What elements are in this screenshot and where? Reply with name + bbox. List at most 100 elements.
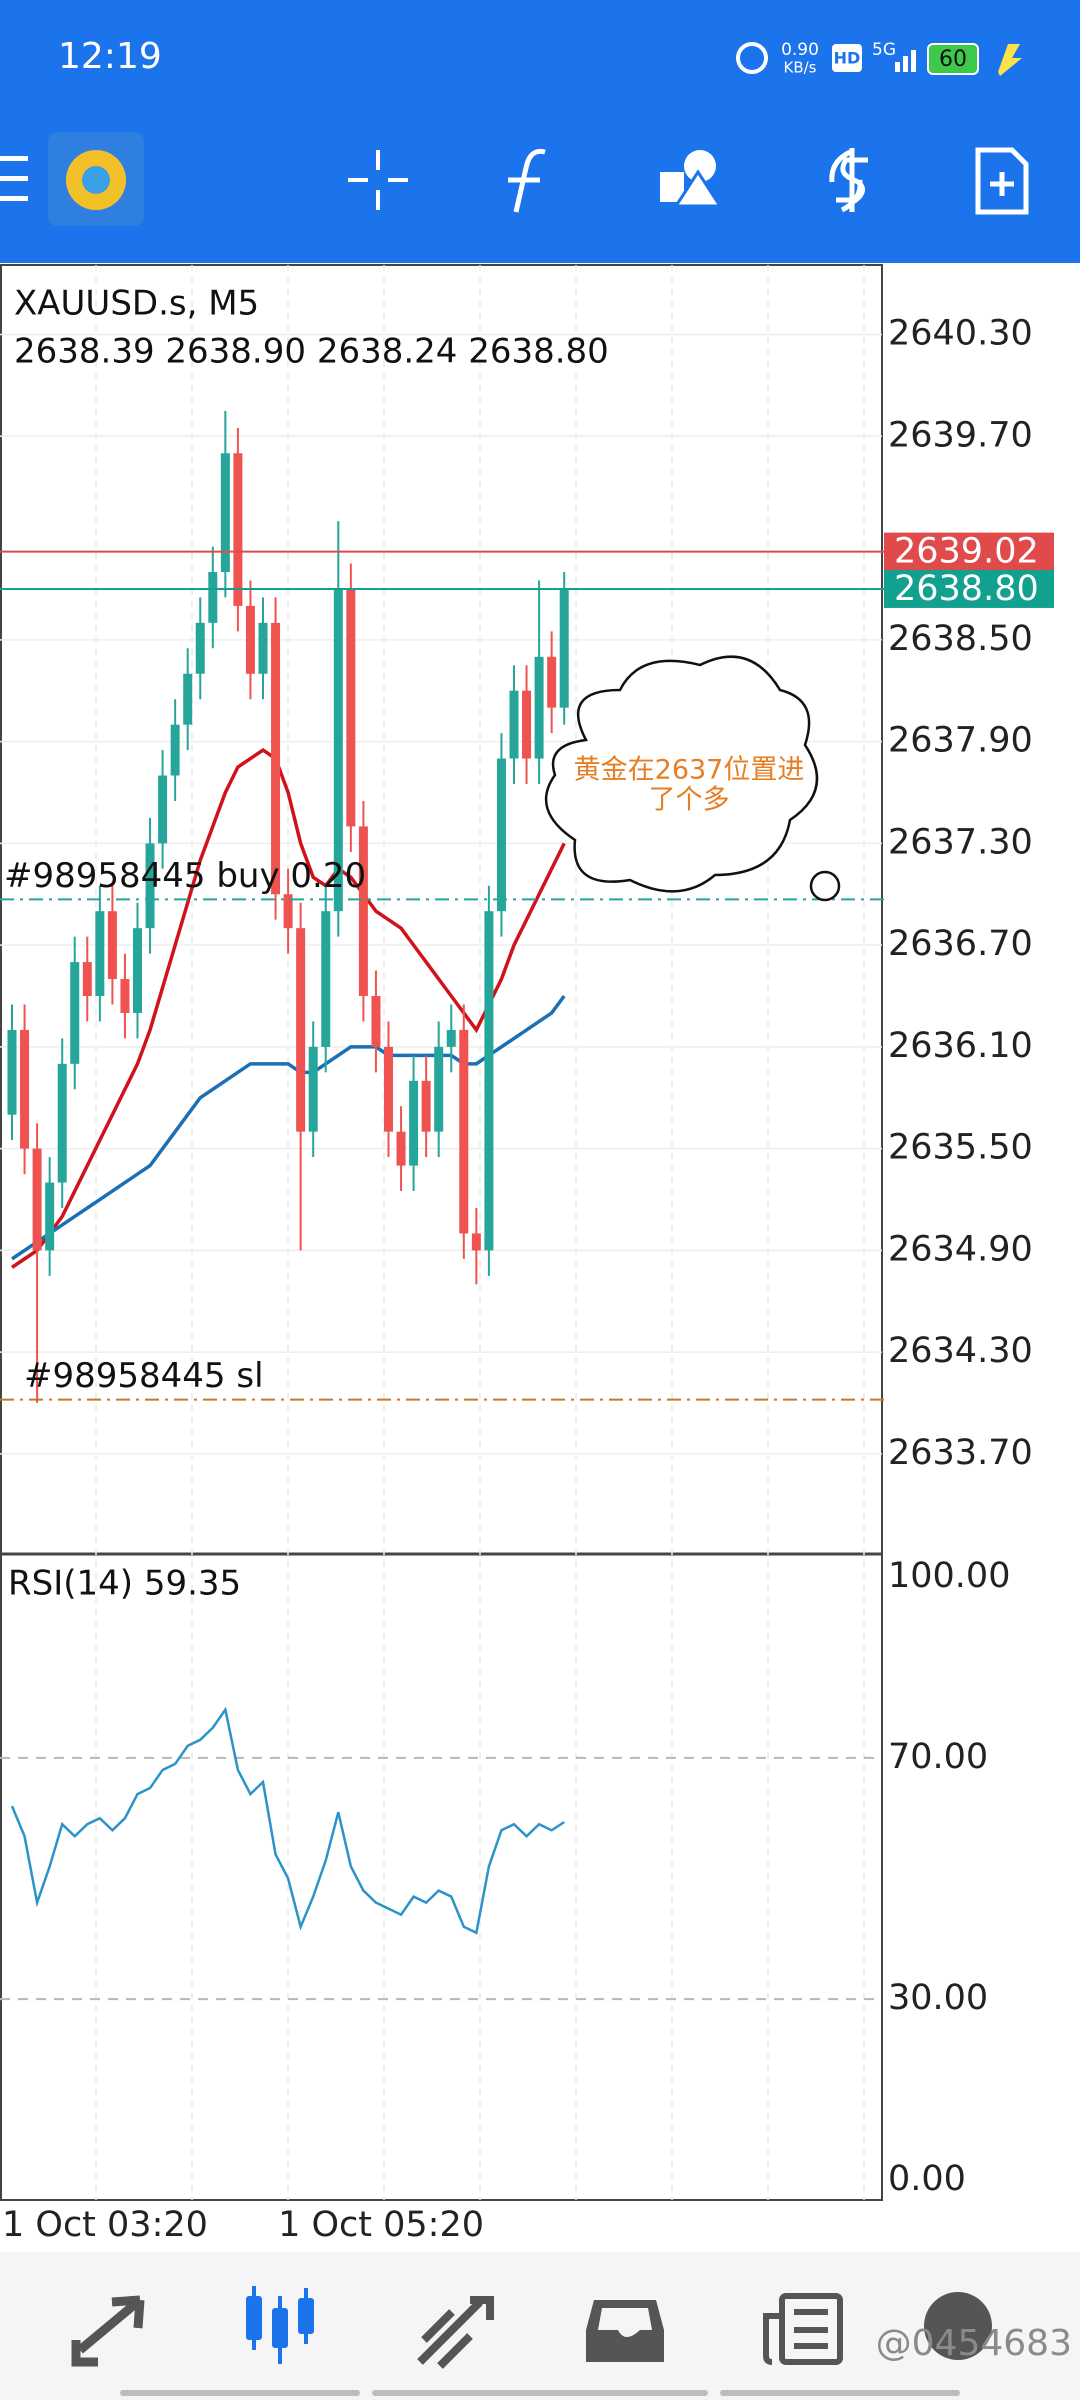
indicator-title: RSI(14) 59.35 [8,1564,241,1604]
hd-text: HD [834,49,861,68]
nav-indicator [120,2390,360,2396]
candle-body [371,995,381,1047]
candle-body [496,758,506,912]
signal-bar [903,56,908,72]
candle-body [57,1063,67,1183]
y-tick-label: 2636.10 [888,1026,1033,1066]
candle-body [547,656,557,708]
menu-button[interactable] [0,156,28,201]
icon-shape [660,172,684,202]
signal-bar [911,50,916,72]
y-tick-label: 0.00 [888,2159,966,2199]
candle-body [107,911,117,980]
chart-tab[interactable] [246,2286,314,2364]
icon-shape [598,2308,652,2337]
icon-line [71,2340,98,2367]
network-type: 5G [872,40,896,60]
candle-body [333,588,343,912]
indicators-button[interactable] [508,148,546,213]
icon-shape [975,147,1029,215]
chart-area: 2640.30 2639.70 2638.50 2637.90 2637.30 2636.… [0,264,1054,2245]
crosshair-button[interactable] [348,150,408,210]
candle-body [308,1046,318,1132]
toolbar [0,132,1029,226]
candle-body [45,1182,55,1251]
battery [927,43,979,75]
icon-line [417,2296,494,2365]
candle-body [409,1080,419,1166]
annotation-line: 了个多 [649,785,730,816]
candle-body [245,605,255,674]
candle-body [396,1131,406,1166]
order-label: #98958445 buy 0.20 [4,856,366,896]
candle-body [220,453,230,572]
history-tab[interactable] [586,2300,664,2362]
alarm-icon [736,42,768,74]
candle-body [120,979,130,1013]
status-icons: 0.90 KB/s HD 5G 60 [736,40,1022,77]
candle-body [434,1046,444,1132]
y-tick-label: 2638.50 [888,619,1033,659]
price-badge [884,569,1054,608]
candle-body [195,622,205,674]
logo-mark [82,166,110,194]
nav-indicator [720,2390,960,2396]
moving-average [11,994,566,1261]
y-tick-label: 2633.70 [888,1433,1033,1473]
quotes-tab[interactable] [71,2295,145,2367]
candle-body [559,588,569,708]
y-tick-label: 2640.30 [888,314,1033,354]
order-label: #98958445 sl [24,1356,264,1396]
y-tick-label: 2639.70 [888,415,1033,455]
icon-shape [673,169,723,208]
price-badge-label: 2638.80 [894,569,1039,609]
icon-shape [684,150,716,182]
candle-body [471,1233,481,1251]
y-tick-label: 2636.70 [888,924,1033,964]
icon-line [77,2295,145,2354]
candle-body [484,911,494,1251]
candle-body [346,588,356,827]
candle-body [283,894,293,929]
y-tick-label: 100.00 [888,1556,1010,1596]
candle-body [208,571,218,623]
nav-indicator [372,2390,708,2396]
trade-button[interactable] [829,148,868,213]
net-speed: 0.90 [781,40,819,60]
moving-average [11,747,566,1269]
app-bar [0,0,1080,263]
cloud [544,655,819,893]
candle-body [233,453,243,606]
messages-tab[interactable] [924,2292,992,2360]
new-order-button[interactable] [975,147,1029,215]
objects-button[interactable] [660,150,723,208]
candle-body [145,843,155,929]
annotation: 黄金在2637位置进 了个多 [544,655,841,902]
candle-body [509,690,519,759]
candle-body [170,724,180,776]
icon-line [763,2309,828,2365]
menu-line [0,156,28,161]
candle-body [70,962,80,1064]
candle-body [133,928,142,1013]
icon-line [836,148,868,212]
clock: 12:19 [58,36,162,77]
y-tick-label: 2635.50 [888,1128,1033,1168]
price-badge [884,532,1054,571]
candle-body [7,1029,17,1115]
chart-subtitle: 2638.39 2638.90 2638.24 2638.80 [14,332,609,372]
icon-shape [304,2288,308,2344]
candle-body [258,622,268,674]
news-tab[interactable] [763,2293,843,2365]
candle-body [446,1029,456,1047]
candle-body [459,1029,469,1234]
watermark: @0454683 [876,2323,1072,2364]
y-tick-label: 2637.90 [888,721,1033,761]
battery-level: 60 [939,47,967,72]
app-logo[interactable] [48,132,144,226]
bottom-nav [0,2252,1080,2400]
trade-tab[interactable] [417,2296,494,2369]
candle-body [384,1046,393,1132]
chart-title: XAUUSD.s, M5 [14,284,259,324]
candle-body [321,911,331,1047]
